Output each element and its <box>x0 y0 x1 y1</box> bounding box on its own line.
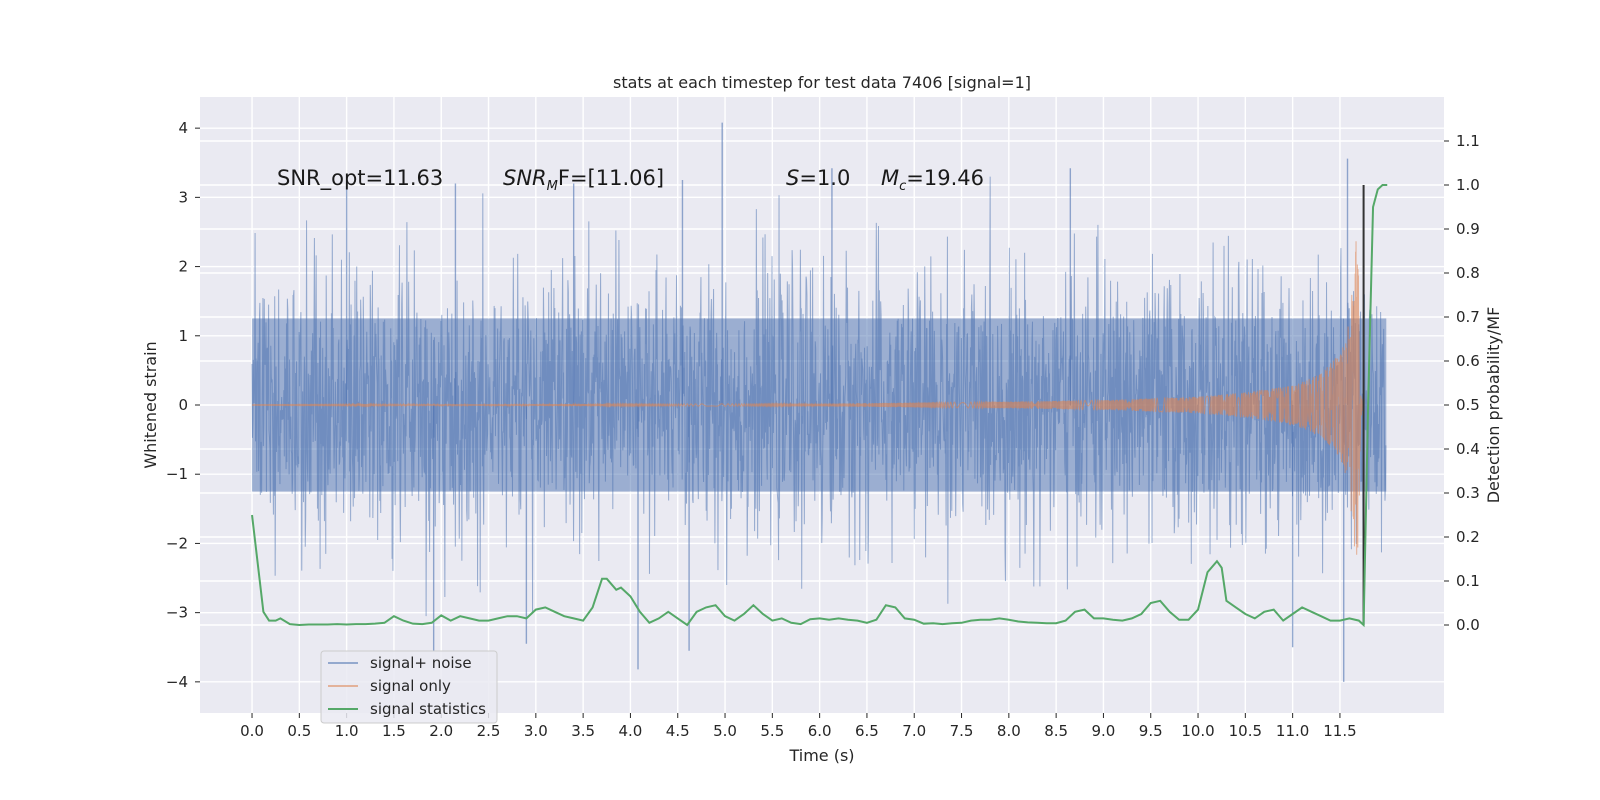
y-tick-label-6: 2 <box>178 258 188 276</box>
y2-axis-ticks: 0.0 0.1 0.2 0.3 0.4 0.5 0.6 0.7 0.8 0.9 1.0 1.1 <box>1444 132 1480 634</box>
x-tick-label-4: 2.0 <box>429 722 453 740</box>
annotation-snr-mf: SNRMF=[11.06] <box>503 166 664 194</box>
y2-tick-label-10: 1.0 <box>1456 176 1480 194</box>
annotation-s-rest: =1.0 <box>799 166 850 190</box>
y-tick-label-4: 0 <box>178 396 188 414</box>
legend-label-signal-statistics: signal statistics <box>370 700 486 718</box>
x-tick-label-2: 1.0 <box>335 722 359 740</box>
signal-statistics-line <box>251 184 1388 628</box>
annotation-mc-italic: M <box>881 166 899 190</box>
y2-tick-label-3: 0.3 <box>1456 484 1480 502</box>
x-tick-label-15: 7.5 <box>950 722 974 740</box>
y-tick-label-8: 4 <box>178 119 188 137</box>
x-tick-label-9: 4.5 <box>666 722 690 740</box>
y-tick-label-2: −2 <box>166 534 188 552</box>
y-tick-label-5: 1 <box>178 327 188 345</box>
chart-title: stats at each timestep for test data 740… <box>613 73 1031 92</box>
legend-box <box>320 650 498 724</box>
annotation-mc: Mc=19.46 <box>881 166 984 194</box>
annotation-mc-rest: =19.46 <box>906 166 984 190</box>
y2-tick-label-11: 1.1 <box>1456 132 1480 150</box>
y2-tick-label-5: 0.5 <box>1456 396 1480 414</box>
annotation-s-italic: S <box>786 166 799 190</box>
y2-tick-label-6: 0.6 <box>1456 352 1480 370</box>
y-axis-ticks: −4 −3 −2 −1 0 1 2 3 4 <box>166 119 200 691</box>
annotation-snr-mf-italic: SNR <box>503 166 547 190</box>
y2-tick-label-8: 0.8 <box>1456 264 1480 282</box>
x-axis-ticks: 0.0 0.5 1.0 1.5 2.0 2.5 3.0 3.5 4.0 4.5 5.0 5.5 6.0 6… <box>240 713 1357 740</box>
x-tick-label-1: 0.5 <box>287 722 311 740</box>
y2-tick-label-4: 0.4 <box>1456 440 1480 458</box>
x-tick-label-22: 11.0 <box>1276 722 1309 740</box>
x-tick-label-13: 6.5 <box>855 722 879 740</box>
y-tick-label-1: −3 <box>166 604 188 622</box>
x-tick-label-20: 10.0 <box>1181 722 1214 740</box>
y2-tick-label-0: 0.0 <box>1456 616 1480 634</box>
series-signal-only <box>251 241 1364 555</box>
x-tick-label-0: 0.0 <box>240 722 264 740</box>
series-signal-statistics <box>251 184 1388 628</box>
annotation-snr-opt: SNR_opt=11.63 <box>277 166 443 191</box>
legend-label-signal-only: signal only <box>370 677 451 695</box>
x-tick-label-19: 9.5 <box>1139 722 1163 740</box>
x-tick-label-17: 8.5 <box>1044 722 1068 740</box>
y-tick-label-0: −4 <box>166 673 188 691</box>
annotation-s: S=1.0 <box>786 166 850 190</box>
signal-only-trace <box>251 241 1364 555</box>
y2-tick-label-1: 0.1 <box>1456 572 1480 590</box>
annotation-mc-subscript: c <box>899 179 906 194</box>
y-tick-label-7: 3 <box>178 188 188 206</box>
x-tick-label-16: 8.0 <box>997 722 1021 740</box>
x-tick-label-7: 3.5 <box>571 722 595 740</box>
x-tick-label-5: 2.5 <box>477 722 501 740</box>
x-tick-label-3: 1.5 <box>382 722 406 740</box>
y2-tick-label-2: 0.2 <box>1456 528 1480 546</box>
legend: signal+ noise signal only signal statist… <box>320 650 498 724</box>
y2-tick-label-7: 0.7 <box>1456 308 1480 326</box>
annotation-snr-mf-subscript: M <box>547 179 558 194</box>
y-tick-label-3: −1 <box>166 465 188 483</box>
x-tick-label-14: 7.0 <box>902 722 926 740</box>
y2-axis-label: Detection probability/MF <box>1484 307 1503 504</box>
x-tick-label-8: 4.0 <box>619 722 643 740</box>
annotation-snr-mf-rest: F=[11.06] <box>558 166 664 190</box>
legend-label-signal-noise: signal+ noise <box>370 654 472 672</box>
y2-tick-label-9: 0.9 <box>1456 220 1480 238</box>
x-tick-label-6: 3.0 <box>524 722 548 740</box>
x-tick-label-10: 5.0 <box>713 722 737 740</box>
x-tick-label-23: 11.5 <box>1323 722 1356 740</box>
x-axis-label: Time (s) <box>788 746 854 765</box>
x-tick-label-11: 5.5 <box>760 722 784 740</box>
x-tick-label-21: 10.5 <box>1229 722 1262 740</box>
x-tick-label-18: 9.0 <box>1092 722 1116 740</box>
y-axis-label: Whitened strain <box>141 341 160 468</box>
x-tick-label-12: 6.0 <box>808 722 832 740</box>
